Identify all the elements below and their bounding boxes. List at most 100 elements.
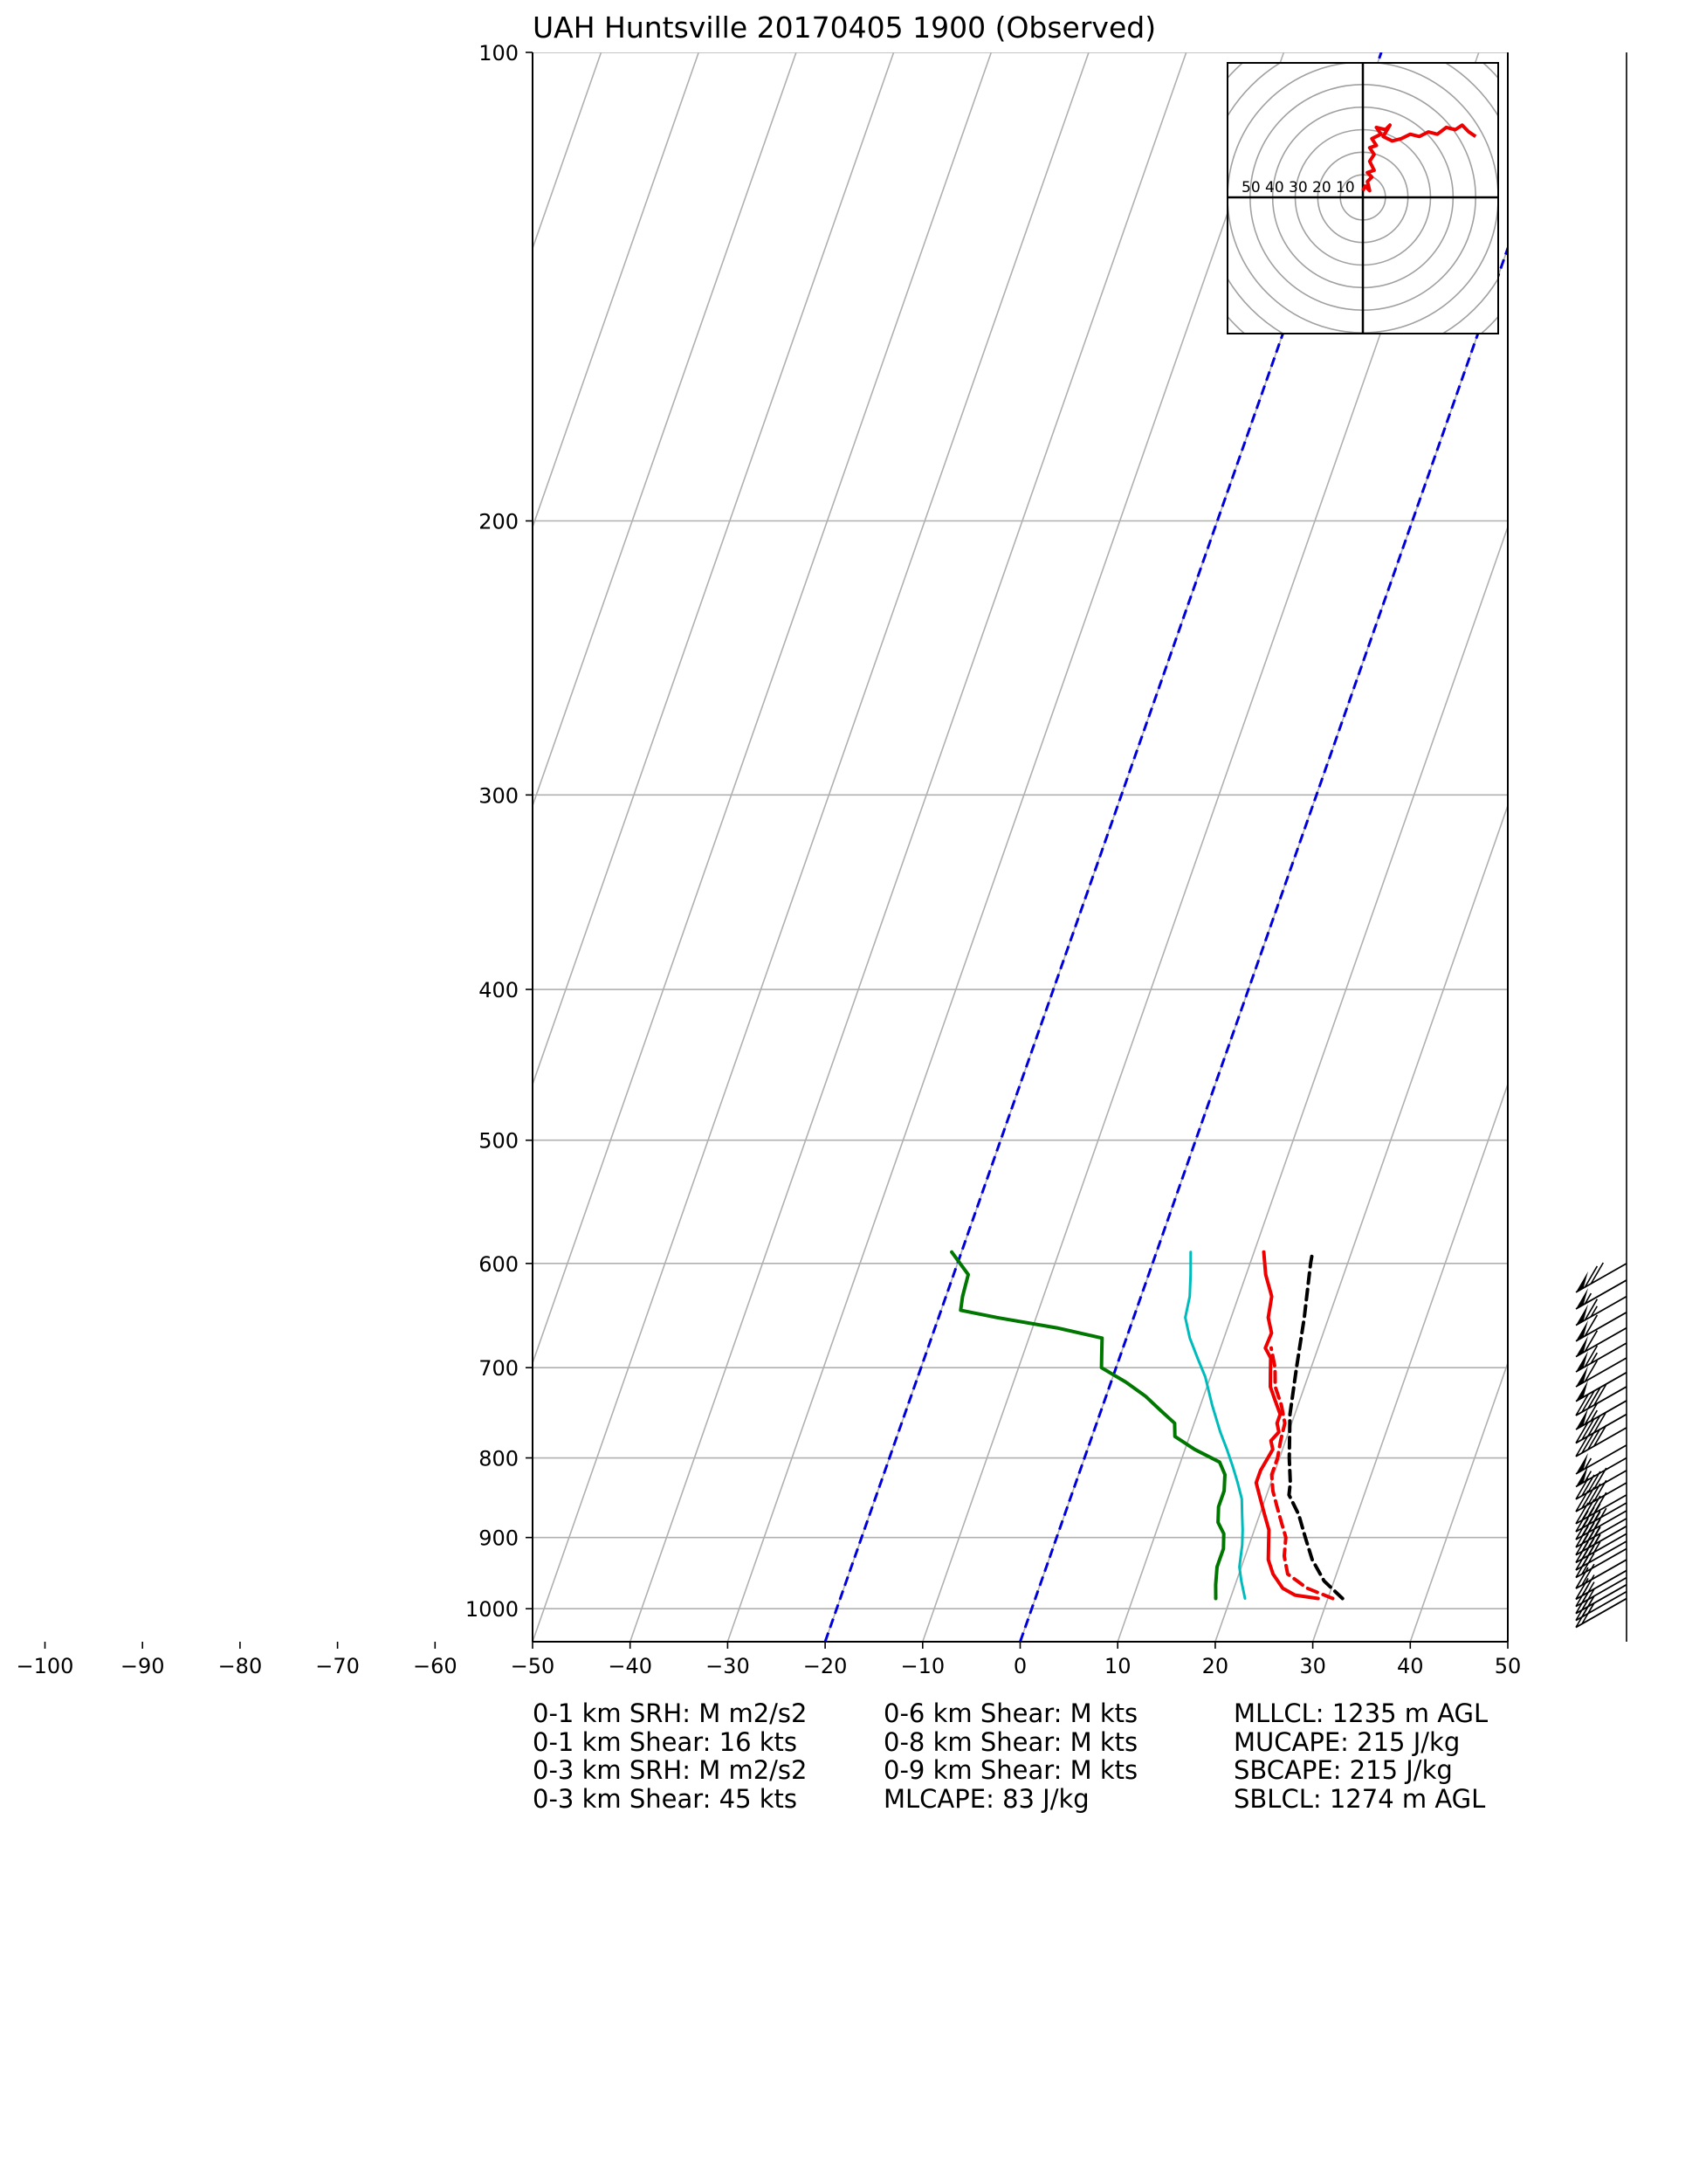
chart-title: UAH Huntsville 20170405 1900 (Observed) xyxy=(533,10,1156,45)
barb-shaft xyxy=(1575,1279,1627,1310)
isotherm-line xyxy=(0,52,406,1642)
x-tick-label: −70 xyxy=(315,1654,360,1678)
barb-shaft xyxy=(1575,1590,1627,1622)
barb-full xyxy=(1575,1422,1589,1443)
isotherm-line xyxy=(533,52,1090,1642)
hodograph-ring-label: 30 xyxy=(1289,179,1308,196)
barb-shaft xyxy=(1575,1371,1627,1402)
stat-shear-0-6km: 0-6 km Shear: M kts xyxy=(884,1698,1138,1728)
wind-barb xyxy=(1575,1279,1627,1310)
isotherm-line xyxy=(533,52,895,1087)
barb-shaft xyxy=(1575,1533,1627,1564)
stat-shear-0-8km: 0-8 km Shear: M kts xyxy=(884,1726,1138,1757)
x-tick-label: 20 xyxy=(1202,1654,1229,1678)
stat-mucape: MUCAPE: 215 J/kg xyxy=(1234,1726,1461,1757)
wind-barb xyxy=(1575,1507,1627,1540)
barb-half xyxy=(1584,1471,1592,1483)
barb-shaft xyxy=(1575,1386,1627,1416)
barb-shaft xyxy=(1575,1400,1627,1430)
barb-shaft xyxy=(1575,1444,1627,1475)
isotherm-line xyxy=(1507,1639,1508,1642)
x-tick-label: −30 xyxy=(705,1654,750,1678)
barb-full xyxy=(1593,1383,1607,1406)
y-tick-label: 100 xyxy=(478,41,519,65)
stats-column-2: 0-6 km Shear: M kts 0-8 km Shear: M kts … xyxy=(884,1699,1138,1813)
barb-full xyxy=(1593,1411,1607,1434)
barb-half xyxy=(1584,1292,1592,1305)
isotherm-line xyxy=(0,52,113,1642)
barb-flag xyxy=(1576,1271,1588,1292)
barb-shaft xyxy=(1575,1597,1627,1629)
barb-half xyxy=(1590,1306,1599,1318)
barb-shaft xyxy=(1575,1525,1627,1556)
y-tick-label: 200 xyxy=(478,510,519,534)
y-tick-label: 600 xyxy=(478,1252,519,1277)
barb-flag xyxy=(1576,1351,1588,1373)
barb-full xyxy=(1584,1330,1599,1353)
barb-half xyxy=(1593,1541,1601,1553)
x-tick-label: −40 xyxy=(608,1654,652,1678)
barb-full xyxy=(1581,1390,1595,1413)
wet-bulb-line xyxy=(1184,1250,1247,1600)
isotherm-line xyxy=(726,52,1285,1642)
wind-barb xyxy=(1575,1424,1627,1457)
barb-half xyxy=(1590,1352,1599,1364)
y-tick-label: 300 xyxy=(478,783,519,808)
hodograph-inset: 50 40 30 20 10 xyxy=(1227,62,1499,334)
hodograph-frame xyxy=(1227,62,1499,334)
x-tick-label: 0 xyxy=(1014,1654,1027,1678)
y-tick-label: 1000 xyxy=(465,1597,519,1622)
y-tick-label: 800 xyxy=(478,1447,519,1471)
isotherm-line xyxy=(1214,803,1508,1642)
dewpoint-line xyxy=(950,1250,1227,1601)
barb-flag xyxy=(1576,1304,1588,1326)
isotherm-line xyxy=(1117,525,1508,1642)
wind-barb xyxy=(1575,1326,1627,1358)
x-tick-label: 40 xyxy=(1397,1654,1424,1678)
barb-half xyxy=(1590,1409,1599,1422)
wind-barb xyxy=(1575,1371,1627,1402)
wind-barb xyxy=(1575,1262,1627,1293)
temperature-line xyxy=(1254,1250,1320,1601)
grid-layer xyxy=(0,52,1508,1642)
barb-shaft xyxy=(1575,1510,1627,1540)
barb-shaft xyxy=(1575,1326,1627,1358)
barb-shaft xyxy=(1575,1312,1627,1342)
stats-column-1: 0-1 km SRH: M m2/s2 0-1 km Shear: 16 kts… xyxy=(533,1699,807,1813)
stat-mllcl: MLLCL: 1235 m AGL xyxy=(1234,1698,1489,1728)
profile-layer xyxy=(950,1250,1345,1601)
barb-flag xyxy=(1576,1319,1588,1341)
barb-full xyxy=(1587,1428,1601,1450)
wind-barb xyxy=(1575,1295,1627,1326)
barb-full xyxy=(1584,1345,1599,1368)
stat-srh-0-3km: 0-3 km SRH: M m2/s2 xyxy=(533,1755,808,1785)
wind-barb xyxy=(1575,1457,1627,1488)
isotherm-line xyxy=(533,52,602,251)
isotherm-line xyxy=(1311,1082,1508,1642)
barb-flag xyxy=(1576,1366,1588,1388)
x-tick-label: −100 xyxy=(17,1654,74,1678)
barb-shaft xyxy=(1575,1482,1627,1512)
x-tick-label: 50 xyxy=(1495,1654,1522,1678)
barb-half xyxy=(1587,1602,1595,1615)
x-tick-label: −90 xyxy=(120,1654,165,1678)
y-tick-label: 700 xyxy=(478,1356,519,1381)
barb-full xyxy=(1593,1424,1607,1447)
stat-shear-0-9km: 0-9 km Shear: M kts xyxy=(884,1755,1138,1785)
hodograph-rings xyxy=(1228,63,1498,334)
barb-half xyxy=(1587,1595,1595,1608)
wind-barb xyxy=(1575,1400,1627,1430)
barb-full xyxy=(1575,1435,1589,1457)
wind-barbs-layer xyxy=(1575,1262,1627,1629)
x-tick-label: −80 xyxy=(218,1654,263,1678)
parcel-line xyxy=(1287,1250,1345,1601)
wind-barb xyxy=(1575,1312,1627,1342)
isotherm-line xyxy=(0,52,308,1642)
x-tick-label: 30 xyxy=(1299,1654,1326,1678)
barb-flag xyxy=(1576,1380,1588,1402)
barb-full xyxy=(1584,1360,1599,1382)
stat-mlcape: MLCAPE: 83 J/kg xyxy=(884,1783,1090,1814)
isotherm-line xyxy=(629,52,1187,1642)
x-tick-label: −20 xyxy=(803,1654,848,1678)
x-tick-label: −10 xyxy=(900,1654,945,1678)
